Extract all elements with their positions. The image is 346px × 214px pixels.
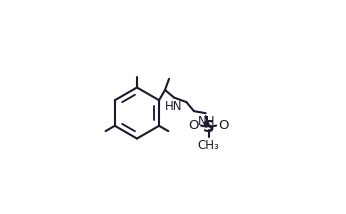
Text: O: O [189,119,199,132]
Text: NH: NH [198,115,215,128]
Text: HN: HN [165,100,182,113]
Text: S: S [203,120,215,135]
Text: O: O [218,119,229,132]
Text: CH₃: CH₃ [198,139,219,152]
